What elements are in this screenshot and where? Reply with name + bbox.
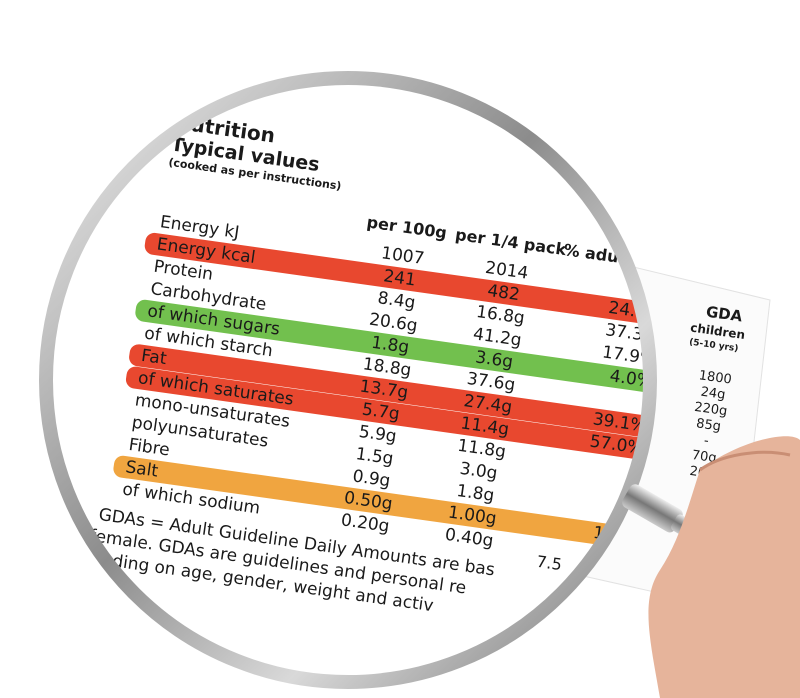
handle-collar xyxy=(622,484,683,533)
row-highlight xyxy=(129,344,646,439)
per-100g: 241 xyxy=(382,266,417,290)
row-highlight xyxy=(113,455,646,551)
footer-fragment: average xyxy=(570,593,638,621)
children-gda-value: - xyxy=(703,434,710,450)
gda-header: GDA xyxy=(705,303,744,326)
nutrient-name: Fat xyxy=(140,346,168,369)
children-gda-value: 70g xyxy=(691,448,718,466)
children-gda-value: 220g xyxy=(693,400,728,419)
children-gda-value: 85g xyxy=(695,416,722,434)
row-highlight xyxy=(144,232,646,328)
nutrient-name: Salt xyxy=(124,457,159,481)
row-highlight xyxy=(135,299,646,395)
hand-crease xyxy=(699,450,791,472)
children-gda-value: 24g xyxy=(700,385,727,403)
per-pack: 482 xyxy=(486,281,521,305)
children-gda-value: 1800 xyxy=(698,368,733,387)
row-highlight xyxy=(125,366,646,462)
hand xyxy=(648,436,800,698)
footer-fragment: 7.5 xyxy=(535,552,563,574)
lens-ring xyxy=(39,71,657,689)
footer-fragment: vary xyxy=(552,611,590,635)
